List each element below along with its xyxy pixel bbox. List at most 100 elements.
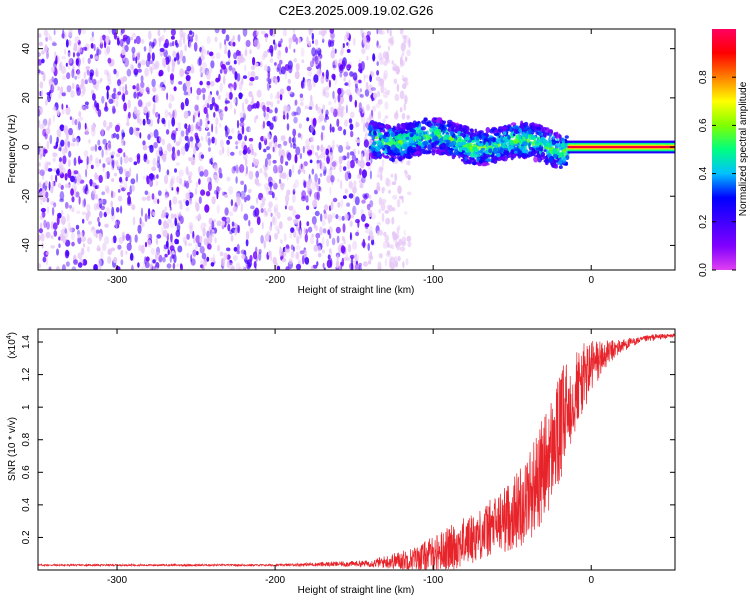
spectrogram-cell [130, 65, 135, 71]
spectrogram-cell [502, 137, 507, 141]
spectrogram-cell [221, 216, 227, 222]
spectrogram-cell [81, 235, 86, 243]
spectrogram-cell [65, 261, 70, 267]
spectrogram-cell [187, 171, 193, 178]
spectrogram-cell [276, 91, 280, 100]
spectrogram-cell [377, 99, 383, 105]
spectrogram-cell [104, 101, 108, 111]
spectrogram-cell [392, 238, 397, 243]
spectrogram-cell [248, 137, 254, 142]
spectrogram-cell [122, 86, 125, 92]
spectrogram-cell [51, 207, 55, 216]
spectrogram-cell [60, 229, 66, 235]
spectrogram-cell [126, 121, 130, 127]
spectrogram-cell [517, 149, 523, 156]
spectrogram-cell [386, 29, 390, 34]
spectrogram-cell [148, 65, 152, 72]
spectrogram-cell [70, 142, 76, 147]
spectrogram-cell [185, 207, 190, 212]
spectrogram-cell [276, 265, 281, 270]
spectrogram-cell [274, 232, 279, 240]
spectrogram-cell [208, 51, 214, 57]
spectrogram-cell [112, 159, 115, 169]
spectrogram-cell [147, 239, 152, 248]
spectrogram-cell [107, 248, 112, 256]
spectrogram-cell [129, 36, 134, 41]
spectrogram-cell [285, 161, 289, 166]
spectrogram-cell [346, 152, 350, 159]
spectrogram-cell [38, 109, 41, 117]
spectrogram-cell [200, 189, 206, 196]
spectrogram-cell [490, 160, 495, 163]
spectrogram-cell [377, 230, 380, 236]
spectrogram-cell [291, 111, 297, 117]
spectrogram-cell [280, 155, 284, 165]
spectrogram-cell [137, 262, 140, 268]
spectrogram-cell [269, 225, 272, 232]
spectrogram-cell [216, 186, 222, 192]
spectrogram-cell [166, 92, 169, 101]
spectrogram-cell [453, 149, 459, 156]
spectrogram-cell [218, 167, 222, 175]
spectrogram-cell [278, 178, 282, 184]
spectrogram-cell [313, 74, 319, 83]
spectrogram-cell [515, 134, 519, 139]
spectrogram-cell [301, 59, 305, 63]
spectrogram-cell [321, 162, 326, 172]
spectrogram-cell [288, 43, 292, 50]
spectrogram-cell [522, 149, 526, 153]
spectrogram-cell [111, 178, 115, 183]
spectrogram-cell [332, 108, 338, 118]
spectrogram-cell [74, 119, 78, 126]
spectrogram-cell [180, 102, 185, 111]
spectrogram-cell [308, 40, 311, 47]
spectrogram-cell [332, 74, 336, 81]
spectrogram-cell [403, 229, 406, 237]
spectrogram-cell [274, 225, 280, 231]
spectrogram-cell [376, 29, 379, 35]
spectrogram-cell [41, 50, 45, 55]
spectrogram-cell [163, 79, 166, 85]
spectrogram-cell [333, 96, 337, 104]
spectrogram-cell [341, 236, 345, 241]
spectrogram-cell [173, 86, 177, 92]
spectrogram-cell [219, 123, 222, 128]
spectrogram-cell [219, 42, 222, 50]
snr-x-tick-label: -200 [265, 575, 285, 586]
spectrogram-cell [40, 212, 43, 218]
spectrogram-cell [423, 117, 428, 122]
spectrogram-cell [127, 195, 131, 205]
spectrogram-cell [143, 154, 148, 163]
spectrogram-y-axis-label: Frequency (Hz) [7, 115, 18, 184]
spectrogram-cell [337, 178, 340, 183]
spectrogram-cell [519, 127, 522, 133]
spectrogram-cell [349, 151, 355, 156]
spectrogram-cell [125, 90, 129, 95]
spectrogram-cell [159, 36, 163, 40]
spectrogram-cell [255, 115, 259, 120]
spectrogram-cell [292, 183, 296, 192]
spectrogram-cell [314, 57, 319, 67]
spectrogram-cell [337, 87, 342, 95]
spectrogram-cell [459, 135, 462, 142]
spectrogram-cell [449, 149, 454, 156]
spectrogram-cell [219, 82, 223, 93]
spectrogram-cell [485, 141, 489, 147]
spectrogram-cell [223, 75, 226, 85]
spectrogram-cell [321, 249, 325, 254]
spectrogram-cell [164, 109, 169, 118]
spectrogram-cell [296, 251, 299, 260]
spectrogram-cell [210, 60, 215, 69]
spectrogram-cell [260, 234, 264, 244]
spectrogram-cell [269, 84, 272, 89]
spectrogram-cell [241, 77, 244, 86]
spectrogram-cell [65, 104, 68, 109]
spectrogram-cell [71, 196, 75, 203]
snr-y-ticks: 0.20.40.60.811.21.4 [21, 335, 675, 544]
spectrogram-cell [381, 187, 385, 194]
spectrogram-cell [175, 52, 180, 61]
spectrogram-cell [239, 122, 245, 127]
spectrogram-cell [179, 203, 183, 210]
spectrogram-cell [304, 257, 310, 265]
spectrogram-cell [548, 136, 551, 144]
